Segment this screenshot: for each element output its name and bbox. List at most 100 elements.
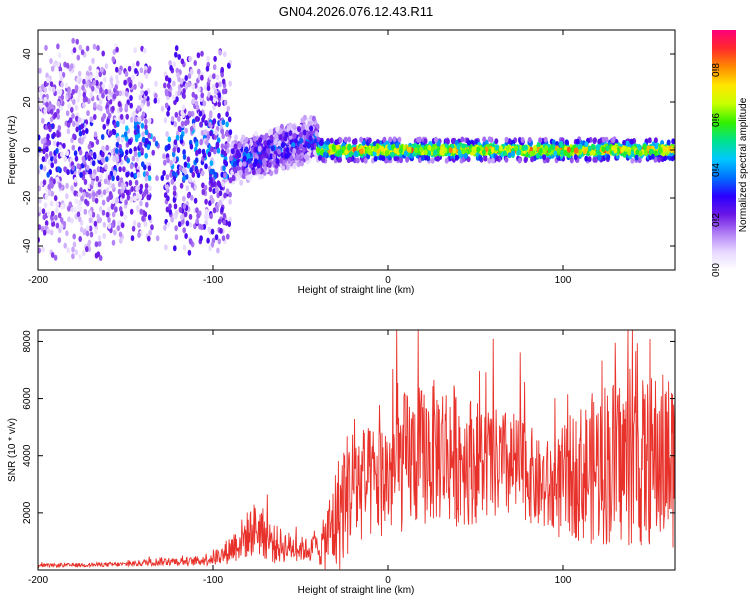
heatmap-cell xyxy=(111,239,116,246)
heatmap-cell xyxy=(283,152,288,159)
heatmap-cell xyxy=(95,175,99,182)
heatmap-cell xyxy=(74,155,79,162)
heatmap-cell xyxy=(71,253,75,260)
heatmap-cell xyxy=(41,117,45,124)
heatmap-cell xyxy=(218,49,222,56)
heatmap-cell xyxy=(88,74,93,81)
heatmap-cell xyxy=(322,151,327,158)
heatmap-cell xyxy=(221,119,226,126)
heatmap-cell xyxy=(279,157,284,164)
heatmap-cell xyxy=(565,139,569,146)
heatmap-cell xyxy=(47,190,52,197)
heatmap-cell xyxy=(584,155,589,162)
heatmap-cell xyxy=(50,65,55,72)
heatmap-cell xyxy=(100,134,105,140)
heatmap-cell xyxy=(85,225,90,232)
heatmap-cell xyxy=(144,188,149,195)
heatmap-cell xyxy=(359,148,364,155)
heatmap-cell xyxy=(209,213,213,220)
heatmap-cell xyxy=(126,99,130,106)
heatmap-cell xyxy=(174,111,179,118)
heatmap-cell xyxy=(228,80,232,87)
heatmap-cell xyxy=(184,233,188,239)
heatmap-cell xyxy=(85,246,89,253)
heatmap-cell xyxy=(44,220,49,227)
heatmap-cell xyxy=(244,167,249,174)
heatmap-cell xyxy=(53,112,58,118)
heatmap-cell xyxy=(142,47,147,54)
heatmap-cell xyxy=(433,149,438,156)
heatmap-cell xyxy=(118,206,123,213)
heatmap-cell xyxy=(39,163,44,170)
heatmap-cell xyxy=(670,155,675,162)
heatmap-cell xyxy=(347,144,352,151)
heatmap-cell xyxy=(299,137,304,144)
heatmap-cell xyxy=(246,152,251,159)
heatmap-cell xyxy=(187,110,192,117)
heatmap-cell xyxy=(295,154,300,161)
heatmap-cell xyxy=(181,104,186,111)
heatmap-cell xyxy=(80,123,84,130)
heatmap-cell xyxy=(118,90,123,97)
heatmap-cell xyxy=(124,199,128,206)
heatmap-cell xyxy=(49,180,54,187)
heatmap-cell xyxy=(133,124,138,130)
heatmap-cell xyxy=(559,141,564,148)
heatmap-cell xyxy=(56,43,60,50)
heatmap-cell xyxy=(164,102,169,109)
heatmap-cell xyxy=(220,71,224,78)
x-tick-label: -100 xyxy=(203,575,223,586)
heatmap-cell xyxy=(635,149,640,156)
heatmap-cell xyxy=(392,136,397,143)
heatmap-cell xyxy=(102,76,107,83)
heatmap-cell xyxy=(242,160,247,167)
heatmap-cell xyxy=(301,147,306,153)
heatmap-cell xyxy=(228,198,232,205)
heatmap-cell xyxy=(194,116,199,122)
heatmap-cell xyxy=(38,206,42,213)
heatmap-cell xyxy=(60,81,64,88)
heatmap-cell xyxy=(210,228,215,235)
heatmap-cell xyxy=(131,225,136,232)
heatmap-cell xyxy=(292,147,297,154)
heatmap-cell xyxy=(338,137,343,144)
heatmap-cell xyxy=(481,149,486,156)
heatmap-cell xyxy=(180,214,184,221)
heatmap-cell xyxy=(463,152,468,159)
heatmap-cell xyxy=(227,116,232,123)
heatmap-cell xyxy=(281,164,286,171)
heatmap-cell xyxy=(52,131,56,138)
heatmap-cell xyxy=(54,214,58,221)
heatmap-cell xyxy=(92,191,96,198)
heatmap-cell xyxy=(495,155,500,162)
heatmap-cell xyxy=(160,175,165,181)
heatmap-cell xyxy=(66,169,70,176)
heatmap-cell xyxy=(144,183,149,189)
heatmap-cell xyxy=(141,161,145,168)
heatmap-cell xyxy=(195,149,199,156)
heatmap-cell xyxy=(241,173,246,180)
heatmap-cell xyxy=(162,153,166,160)
heatmap-cell xyxy=(416,136,420,143)
heatmap-cell xyxy=(520,137,525,143)
heatmap-cell xyxy=(208,121,212,128)
heatmap-cell xyxy=(59,223,64,230)
heatmap-cell xyxy=(111,183,116,190)
heatmap-cell xyxy=(353,150,358,157)
heatmap-cell xyxy=(42,229,47,236)
heatmap-cell xyxy=(87,143,92,150)
heatmap-cell xyxy=(601,146,606,153)
heatmap-cell xyxy=(179,182,184,189)
heatmap-cell xyxy=(584,141,589,148)
heatmap-cell xyxy=(169,65,173,71)
snr-x-label: Height of straight line (km) xyxy=(298,585,415,596)
heatmap-cell xyxy=(601,136,606,143)
heatmap-cell xyxy=(58,70,63,77)
heatmap-cell xyxy=(247,175,252,182)
heatmap-cell xyxy=(393,155,398,162)
heatmap-cell xyxy=(129,208,134,215)
heatmap-cell xyxy=(85,164,90,171)
heatmap-cell xyxy=(151,149,155,156)
y-tick-label: 2000 xyxy=(22,501,33,524)
heatmap-cell xyxy=(73,176,78,183)
